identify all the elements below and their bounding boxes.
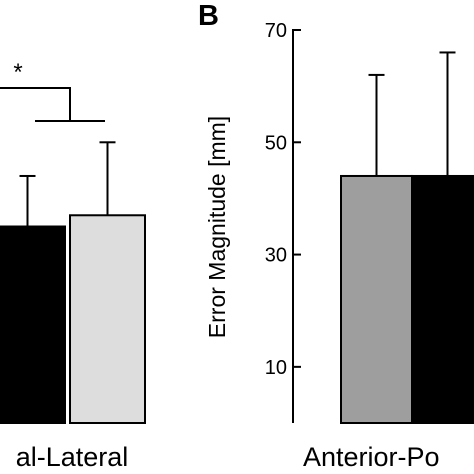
panel-a-significance-bracket [0, 87, 105, 122]
panel-b-y-tick-label-70: 70 [265, 20, 287, 42]
panel-a-bar-1 [0, 225, 66, 424]
panel-a-bars [0, 141, 146, 424]
panel-b-y-tick-label-30: 30 [265, 245, 287, 267]
panel-a-bracket-outer [0, 87, 71, 121]
panel-b-anterior-posterior: B 10 30 50 70 Error Magnitude [mm] Anterior… [198, 0, 474, 472]
panel-b-y-axis-label: Error Magnitude [mm] [204, 116, 230, 338]
panel-b-y-tick-label-10: 10 [265, 357, 287, 379]
panel-b-bar-1 [340, 174, 413, 424]
panel-b-bars [340, 51, 474, 424]
panel-a-category-label: al-Lateral [16, 442, 129, 472]
panel-b-letter: B [198, 0, 219, 32]
panel-b-y-ticks: 10 30 50 70 [265, 20, 301, 379]
panel-a-significance-label: * [13, 59, 22, 86]
panel-b-bar-2 [411, 174, 474, 424]
panel-b-category-label: Anterior-Po [303, 442, 440, 472]
panel-a-medial-lateral: * al-Lateral [0, 59, 146, 472]
panel-b-y-tick-label-50: 50 [265, 132, 287, 154]
panel-a-bar-2 [69, 214, 146, 424]
